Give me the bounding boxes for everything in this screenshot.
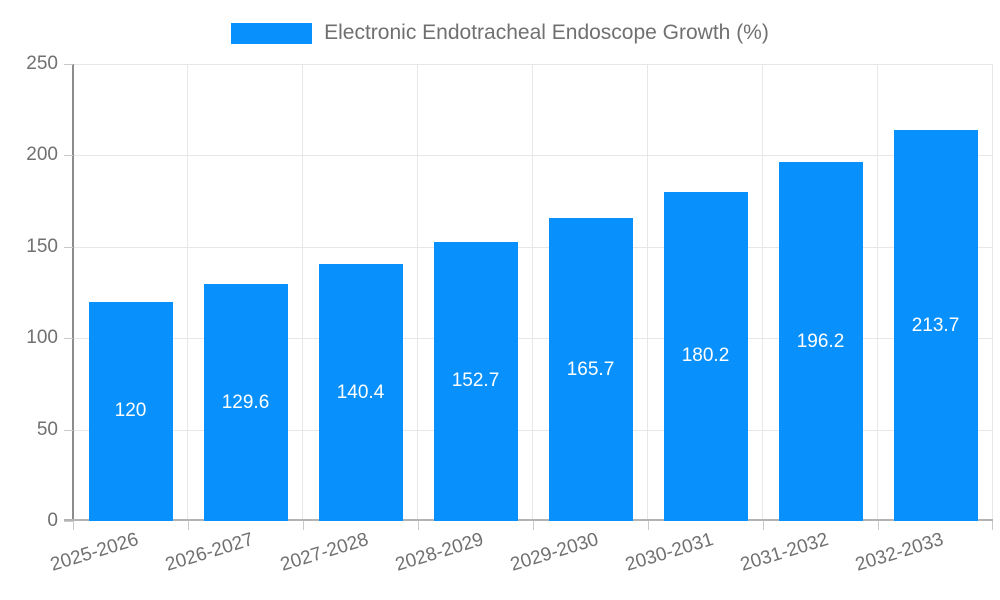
x-tick-label: 2031-2032 xyxy=(737,529,831,576)
bar: 213.7 xyxy=(893,130,978,521)
bar: 165.7 xyxy=(548,218,633,521)
bar-value-label: 140.4 xyxy=(336,381,385,403)
x-tick-label: 2025-2026 xyxy=(47,529,141,576)
bar: 120 xyxy=(88,301,173,521)
y-tick-label: 0 xyxy=(47,510,58,531)
v-gridline xyxy=(647,64,648,521)
x-tick-label: 2029-2030 xyxy=(507,529,601,576)
v-gridline xyxy=(992,64,993,521)
y-tick xyxy=(64,246,73,248)
x-tick-label: 2030-2031 xyxy=(622,529,716,576)
y-tick xyxy=(64,521,73,522)
x-axis-line xyxy=(64,519,993,521)
x-tick xyxy=(188,521,189,530)
bar-value-label: 196.2 xyxy=(796,330,845,352)
y-tick xyxy=(64,155,73,157)
h-gridline xyxy=(73,338,993,340)
x-tick xyxy=(992,521,993,530)
plot-area: 120 129.6 140.4 152.7 165.7 180.2 196.2 213.7 xyxy=(64,64,993,530)
bar-value-label: 152.7 xyxy=(451,370,500,392)
y-tick-label: 250 xyxy=(26,53,58,74)
x-tick xyxy=(73,521,74,530)
legend-label: Electronic Endotracheal Endoscope Growth… xyxy=(324,21,769,44)
x-tick-label: 2026-2027 xyxy=(162,529,256,576)
bar-value-label: 120 xyxy=(114,400,147,422)
bar-value-label: 213.7 xyxy=(911,314,960,336)
bar-value-label: 129.6 xyxy=(221,391,270,413)
v-gridline xyxy=(762,64,763,521)
x-tick xyxy=(418,521,419,530)
x-tick xyxy=(878,521,879,530)
h-gridline xyxy=(73,64,993,65)
x-tick-label: 2028-2029 xyxy=(392,529,486,576)
v-gridline xyxy=(417,64,418,521)
bar-value-label: 180.2 xyxy=(681,345,730,367)
bar: 180.2 xyxy=(663,191,748,521)
bar: 129.6 xyxy=(203,284,288,521)
bar-value-label: 165.7 xyxy=(566,358,615,380)
bar: 196.2 xyxy=(778,162,863,521)
y-tick-label: 200 xyxy=(26,144,58,166)
h-gridline xyxy=(73,246,993,248)
h-gridline xyxy=(73,155,993,157)
h-gridline xyxy=(73,429,993,431)
y-tick xyxy=(64,338,73,340)
y-tick-label: 50 xyxy=(36,418,58,440)
x-tick xyxy=(763,521,764,530)
x-tick xyxy=(303,521,304,530)
y-tick-label: 100 xyxy=(26,327,58,349)
legend[interactable]: Electronic Endotracheal Endoscope Growth… xyxy=(0,19,1000,47)
v-gridline xyxy=(532,64,533,521)
v-gridline xyxy=(302,64,303,521)
y-tick xyxy=(64,64,73,65)
x-tick-label: 2032-2033 xyxy=(852,529,946,576)
legend-swatch xyxy=(231,22,313,44)
v-gridline xyxy=(877,64,878,521)
y-tick-label: 150 xyxy=(26,235,58,257)
y-axis-line xyxy=(72,64,74,521)
v-gridline xyxy=(187,64,188,521)
x-tick xyxy=(648,521,649,530)
bar: 140.4 xyxy=(318,264,403,521)
x-tick xyxy=(533,521,534,530)
x-tick-label: 2027-2028 xyxy=(277,529,371,576)
bar: 152.7 xyxy=(433,241,518,521)
y-tick xyxy=(64,429,73,431)
